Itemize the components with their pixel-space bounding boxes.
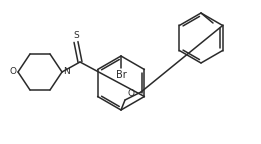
Text: N: N [63, 68, 70, 76]
Text: O: O [127, 89, 134, 98]
Text: O: O [10, 68, 17, 76]
Text: Br: Br [116, 70, 126, 80]
Text: S: S [73, 31, 79, 40]
